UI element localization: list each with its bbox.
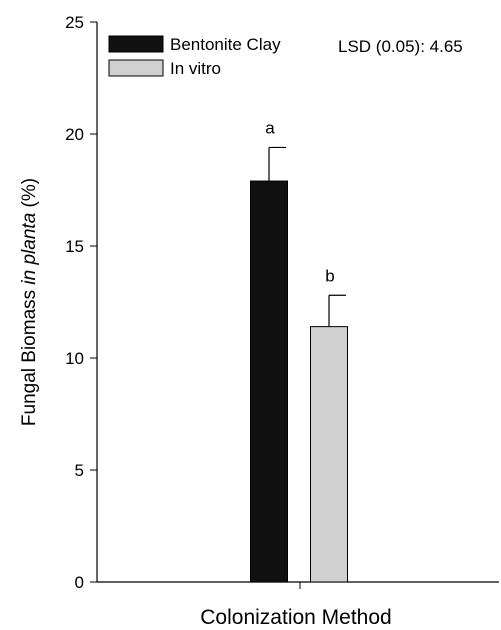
y-tick-label: 5	[75, 461, 84, 480]
y-axis-label-start: Fungal Biomass	[19, 285, 40, 427]
y-axis-label-end: (%)	[19, 178, 40, 213]
y-ticks: 0 5 10 15 20 25	[65, 13, 97, 592]
legend-swatch	[108, 35, 164, 53]
legend-swatch	[108, 59, 164, 77]
legend: Bentonite Clay In vitro	[108, 35, 281, 78]
y-tick-label: 10	[65, 349, 84, 368]
y-axis-label-italic: in planta	[19, 213, 40, 285]
significance-letter: b	[325, 266, 334, 285]
bar-bentonite-clay	[250, 180, 288, 583]
bar-in-vitro	[310, 326, 348, 583]
y-tick-label: 25	[65, 13, 84, 32]
y-tick-label: 20	[65, 125, 84, 144]
bars: ab	[250, 118, 348, 583]
x-axis-label: Colonization Method	[200, 606, 391, 629]
significance-letter: a	[265, 118, 275, 137]
y-tick-label: 15	[65, 237, 84, 256]
lsd-annotation: LSD (0.05): 4.65	[338, 37, 463, 56]
y-axis-label: Fungal Biomass in planta (%)	[19, 178, 40, 426]
y-tick-label: 0	[75, 573, 84, 592]
axes	[96, 22, 499, 589]
legend-label: In vitro	[170, 59, 221, 78]
legend-label: Bentonite Clay	[170, 35, 281, 54]
